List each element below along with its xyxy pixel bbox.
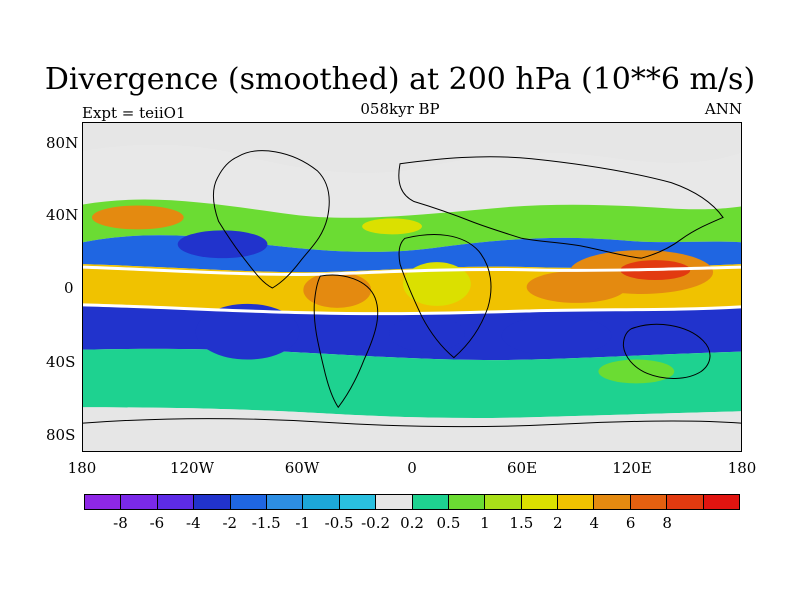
colorbar-swatch-15 [630,495,668,509]
contour-zero-line-south [83,303,741,316]
colorbar-swatch-14 [594,495,631,509]
antarctic-low-band [83,407,741,451]
coastline-eurasia [398,156,724,259]
colorbar-label-2: -4 [186,514,201,532]
colorbar-label-6: -0.5 [324,514,354,532]
south-atlantic-min [389,315,465,352]
colorbar-swatch-3 [194,495,231,509]
colorbar-swatch-11 [485,495,522,509]
colorbar-label-9: 0.5 [436,514,461,532]
colorbar-swatch-13 [558,495,595,509]
colorbar-label-15: 8 [662,514,672,532]
colorbar-swatch-10 [448,495,486,509]
lon-label-60w: 60W [284,459,320,477]
colorbar-label-4: -1.5 [251,514,281,532]
lat-label-0: 0 [64,279,74,297]
contour-zero-line [83,265,741,276]
colorbar-swatch-4 [230,495,267,509]
divergence-map [83,123,741,451]
colorbar-label-1: -6 [149,514,165,532]
south-indian-min [501,315,612,356]
colorbar-label-13: 4 [589,514,599,532]
lon-label-180-right: 180 [727,459,757,477]
lat-label-80n: 80N [46,134,79,152]
colorbar-swatch-6 [303,495,340,509]
colorbar [84,494,740,510]
colorbar-label-8: 0.2 [400,514,424,532]
coastline-south-america [313,274,379,409]
colorbar-label-10: 1 [480,514,490,532]
colorbar-label-5: -1 [295,514,310,532]
season-label: ANN [704,100,742,118]
africa-max [403,262,471,306]
coastline-north-america [213,150,330,289]
colorbar-swatch-12 [521,495,559,509]
colorbar-label-7: -0.2 [361,514,391,532]
lat-label-40n: 40N [46,206,79,224]
indian-ocean-max [526,271,627,303]
lat-label-40s: 40S [46,353,76,371]
colorbar-swatch-0 [85,495,122,509]
lon-label-180-left: 180 [67,459,97,477]
southern-indian-positive [598,359,675,384]
southern-green-band [83,348,741,418]
map-panel [82,122,742,452]
south-america-max [303,272,372,308]
colorbar-label-14: 6 [625,514,636,532]
colorbar-label-0: -8 [113,514,128,532]
coastline-australia [622,323,711,379]
colorbar-label-11: 1.5 [509,514,534,532]
colorbar-swatch-16 [667,495,704,509]
south-pacific-min [195,303,300,360]
coastline-africa [398,234,492,359]
colorbar-swatch-8 [376,495,413,509]
colorbar-label-3: -2 [222,514,238,532]
north-atlantic-positive [362,218,422,235]
colorbar-label-12: 2 [552,514,563,532]
arctic-divergence-region [83,123,741,173]
lon-label-120w: 120W [169,459,215,477]
colorbar-swatch-1 [121,495,158,509]
lat-label-80s: 80S [46,426,76,444]
colorbar-swatch-7 [339,495,377,509]
experiment-label: Expt = teiiO1 [82,104,186,122]
lon-label-60e: 60E [506,459,538,477]
lon-label-120e: 120E [612,459,652,477]
coastline-antarctica [83,418,741,428]
colorbar-swatch-5 [266,495,304,509]
lon-label-0: 0 [407,459,417,477]
colorbar-swatch-9 [412,495,449,509]
northern-band-min [177,230,268,259]
colorbar-swatch-2 [157,495,195,509]
north-pacific-positive [91,205,184,230]
colorbar-swatch-17 [703,495,740,509]
figure-title: Divergence (smoothed) at 200 hPa (10**6 … [44,62,756,97]
time-label: 058kyr BP [360,100,440,118]
